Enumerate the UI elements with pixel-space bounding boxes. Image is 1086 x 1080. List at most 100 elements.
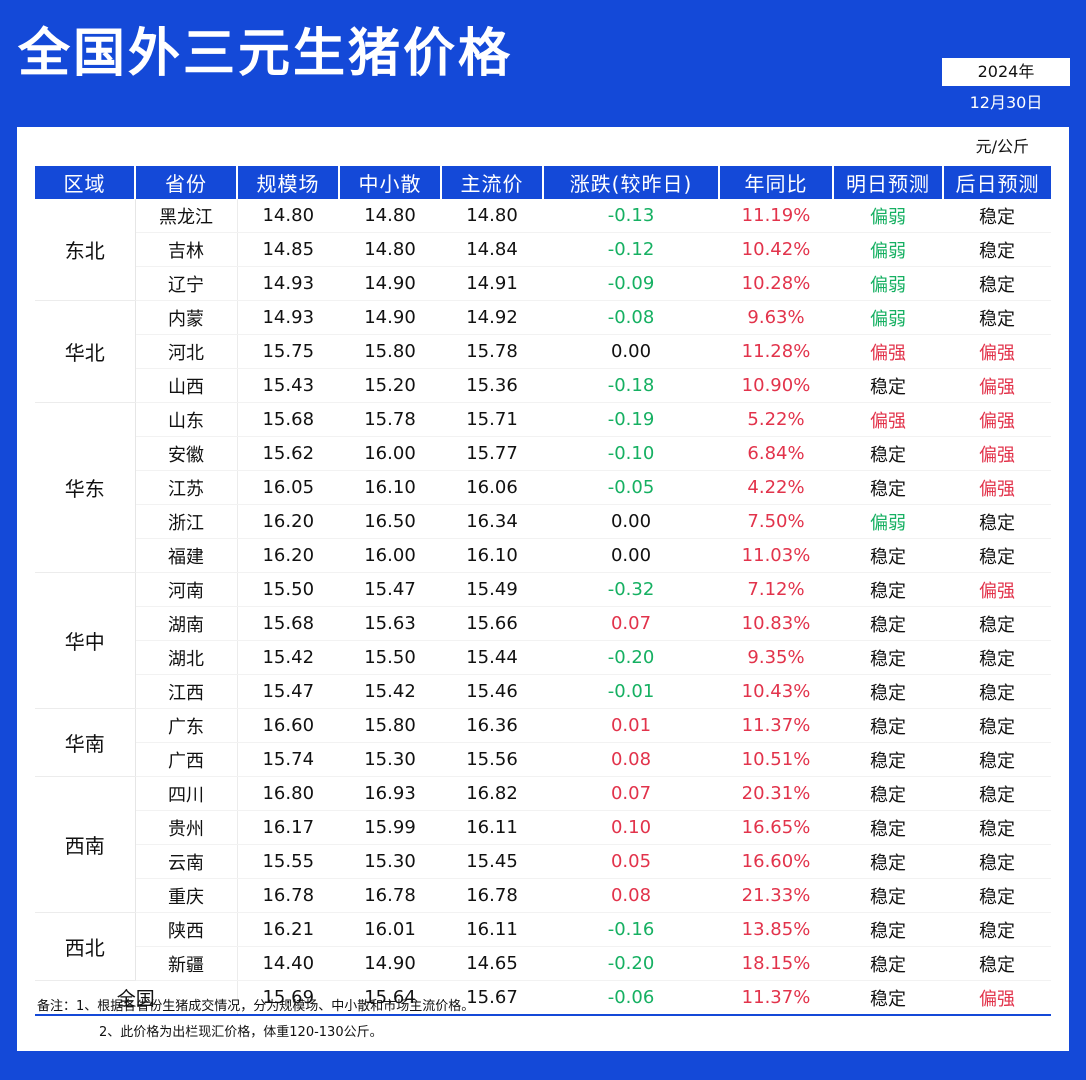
small-farm-cell: 15.50 bbox=[339, 640, 441, 675]
tomorrow-forecast-cell: 偏弱 bbox=[833, 504, 943, 539]
small-farm-cell: 16.00 bbox=[339, 436, 441, 471]
note-line-2: 2、此价格为出栏现汇价格，体重120-130公斤。 bbox=[99, 1025, 383, 1040]
region-cell: 华南 bbox=[35, 708, 136, 777]
header-after-forecast: 后日预测 bbox=[943, 166, 1051, 199]
province-cell: 云南 bbox=[135, 844, 238, 879]
yoy-cell: 16.65% bbox=[719, 810, 833, 845]
header-tomorrow-forecast: 明日预测 bbox=[833, 166, 944, 199]
main-price-cell: 15.44 bbox=[441, 640, 543, 675]
province-cell: 河南 bbox=[135, 572, 238, 607]
yoy-cell: 7.12% bbox=[719, 572, 833, 607]
scale-farm-cell: 14.40 bbox=[237, 946, 339, 981]
province-cell: 山西 bbox=[135, 368, 238, 403]
table-row: 广西 15.74 15.30 15.56 0.08 10.51% 稳定 稳定 bbox=[35, 742, 1051, 777]
tomorrow-forecast-cell: 偏弱 bbox=[833, 300, 943, 335]
table-row: 安徽 15.62 16.00 15.77 -0.10 6.84% 稳定 偏强 bbox=[35, 436, 1051, 471]
yoy-cell: 11.37% bbox=[719, 708, 833, 743]
small-farm-cell: 15.64 bbox=[339, 980, 441, 1016]
after-forecast-cell: 稳定 bbox=[943, 266, 1051, 301]
change-cell: 0.00 bbox=[543, 538, 719, 573]
tomorrow-forecast-cell: 稳定 bbox=[833, 368, 943, 403]
main-price-cell: 16.11 bbox=[441, 810, 543, 845]
yoy-cell: 4.22% bbox=[719, 470, 833, 505]
yoy-cell: 7.50% bbox=[719, 504, 833, 539]
scale-farm-cell: 15.75 bbox=[237, 334, 339, 369]
small-farm-cell: 16.93 bbox=[339, 776, 441, 811]
table-row: 山西 15.43 15.20 15.36 -0.18 10.90% 稳定 偏强 bbox=[35, 368, 1051, 403]
after-forecast-cell: 偏强 bbox=[943, 334, 1051, 369]
province-cell: 江西 bbox=[135, 674, 238, 709]
main-price-cell: 15.56 bbox=[441, 742, 543, 777]
total-row: 全国 15.69 15.64 15.67 -0.06 11.37% 稳定 偏强 bbox=[35, 980, 1051, 1016]
after-forecast-cell: 稳定 bbox=[943, 606, 1051, 641]
yoy-cell: 11.37% bbox=[719, 980, 833, 1016]
yoy-cell: 10.42% bbox=[719, 232, 833, 267]
table-row: 河北 15.75 15.80 15.78 0.00 11.28% 偏强 偏强 bbox=[35, 334, 1051, 369]
after-forecast-cell: 偏强 bbox=[943, 368, 1051, 403]
tomorrow-forecast-cell: 偏弱 bbox=[833, 232, 943, 267]
table-body: 东北 黑龙江 14.80 14.80 14.80 -0.13 11.19% 偏弱 稳定 吉林 14.… bbox=[35, 199, 1051, 1016]
small-farm-cell: 16.01 bbox=[339, 912, 441, 947]
small-farm-cell: 16.50 bbox=[339, 504, 441, 539]
scale-farm-cell: 14.80 bbox=[237, 199, 339, 233]
main-price-cell: 16.78 bbox=[441, 878, 543, 913]
scale-farm-cell: 15.74 bbox=[237, 742, 339, 777]
scale-farm-cell: 15.62 bbox=[237, 436, 339, 471]
small-farm-cell: 14.90 bbox=[339, 266, 441, 301]
change-cell: -0.32 bbox=[543, 572, 719, 607]
main-price-cell: 16.82 bbox=[441, 776, 543, 811]
change-cell: 0.07 bbox=[543, 606, 719, 641]
after-forecast-cell: 稳定 bbox=[943, 300, 1051, 335]
tomorrow-forecast-cell: 偏强 bbox=[833, 334, 943, 369]
after-forecast-cell: 稳定 bbox=[943, 776, 1051, 811]
date-box: 2024年 12月30日 bbox=[940, 56, 1072, 120]
small-farm-cell: 15.20 bbox=[339, 368, 441, 403]
tomorrow-forecast-cell: 稳定 bbox=[833, 606, 943, 641]
table-row: 贵州 16.17 15.99 16.11 0.10 16.65% 稳定 稳定 bbox=[35, 810, 1051, 845]
change-cell: 0.01 bbox=[543, 708, 719, 743]
yoy-cell: 11.19% bbox=[719, 199, 833, 233]
change-cell: -0.20 bbox=[543, 946, 719, 981]
tomorrow-forecast-cell: 偏强 bbox=[833, 402, 943, 437]
tomorrow-forecast-cell: 稳定 bbox=[833, 708, 943, 743]
table-row: 浙江 16.20 16.50 16.34 0.00 7.50% 偏弱 稳定 bbox=[35, 504, 1051, 539]
header-province: 省份 bbox=[135, 166, 238, 199]
note-line-1: 备注：1、根据各省份生猪成交情况，分为规模场、中小散和市场主流价格。 bbox=[37, 999, 475, 1014]
scale-farm-cell: 16.21 bbox=[237, 912, 339, 947]
main-price-cell: 14.91 bbox=[441, 266, 543, 301]
province-cell: 广东 bbox=[135, 708, 238, 743]
scale-farm-cell: 16.80 bbox=[237, 776, 339, 811]
change-cell: 0.00 bbox=[543, 334, 719, 369]
main-price-cell: 14.80 bbox=[441, 199, 543, 233]
after-forecast-cell: 稳定 bbox=[943, 708, 1051, 743]
region-cell: 华北 bbox=[35, 300, 136, 403]
tomorrow-forecast-cell: 稳定 bbox=[833, 742, 943, 777]
table-row: 湖北 15.42 15.50 15.44 -0.20 9.35% 稳定 稳定 bbox=[35, 640, 1051, 675]
change-cell: -0.10 bbox=[543, 436, 719, 471]
scale-farm-cell: 16.20 bbox=[237, 504, 339, 539]
yoy-cell: 16.60% bbox=[719, 844, 833, 879]
after-forecast-cell: 稳定 bbox=[943, 912, 1051, 947]
scale-farm-cell: 15.43 bbox=[237, 368, 339, 403]
table-row: 福建 16.20 16.00 16.10 0.00 11.03% 稳定 稳定 bbox=[35, 538, 1051, 573]
after-forecast-cell: 稳定 bbox=[943, 504, 1051, 539]
table-row: 重庆 16.78 16.78 16.78 0.08 21.33% 稳定 稳定 bbox=[35, 878, 1051, 913]
table-row: 江西 15.47 15.42 15.46 -0.01 10.43% 稳定 稳定 bbox=[35, 674, 1051, 709]
region-cell: 华东 bbox=[35, 402, 136, 573]
small-farm-cell: 15.47 bbox=[339, 572, 441, 607]
yoy-cell: 21.33% bbox=[719, 878, 833, 913]
tomorrow-forecast-cell: 稳定 bbox=[833, 878, 943, 913]
change-cell: -0.20 bbox=[543, 640, 719, 675]
change-cell: -0.05 bbox=[543, 470, 719, 505]
small-farm-cell: 15.99 bbox=[339, 810, 441, 845]
province-cell: 浙江 bbox=[135, 504, 238, 539]
tomorrow-forecast-cell: 稳定 bbox=[833, 640, 943, 675]
table-row: 西北 陕西 16.21 16.01 16.11 -0.16 13.85% 稳定 稳定 bbox=[35, 912, 1051, 981]
change-cell: -0.06 bbox=[543, 980, 719, 1016]
main-price-cell: 15.45 bbox=[441, 844, 543, 879]
table-row: 辽宁 14.93 14.90 14.91 -0.09 10.28% 偏弱 稳定 bbox=[35, 266, 1051, 301]
small-farm-cell: 15.30 bbox=[339, 844, 441, 879]
province-cell: 湖南 bbox=[135, 606, 238, 641]
scale-farm-cell: 16.78 bbox=[237, 878, 339, 913]
yoy-cell: 9.63% bbox=[719, 300, 833, 335]
